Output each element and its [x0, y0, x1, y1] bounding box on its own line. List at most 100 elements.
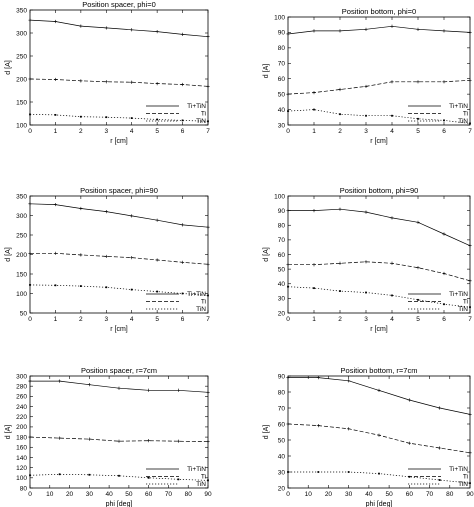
data-point — [390, 80, 394, 84]
y-tick-label: 200 — [16, 424, 27, 431]
data-point — [206, 35, 210, 39]
y-tick-label: 200 — [16, 252, 27, 259]
data-point — [417, 298, 419, 301]
x-tick-label: 0 — [28, 316, 32, 323]
data-point — [390, 216, 394, 220]
data-point — [286, 376, 290, 380]
data-point — [117, 386, 121, 390]
data-point — [286, 422, 290, 426]
x-tick-label: 2 — [79, 316, 83, 323]
data-point — [469, 306, 471, 309]
x-tick-label: 6 — [181, 128, 185, 135]
x-tick-label: 6 — [442, 128, 446, 135]
y-tick-label: 40 — [278, 453, 286, 460]
y-tick-label: 250 — [16, 53, 27, 60]
y-tick-label: 260 — [16, 394, 27, 401]
data-point — [87, 383, 91, 387]
y-tick-label: 240 — [16, 404, 27, 411]
x-tick-label: 80 — [446, 491, 454, 498]
x-axis-label: r [cm] — [370, 326, 388, 333]
data-point — [364, 84, 368, 89]
x-tick-label: 3 — [364, 316, 368, 323]
x-tick-label: 4 — [390, 316, 394, 323]
y-tick-label: 200 — [16, 76, 27, 83]
data-point — [29, 474, 31, 477]
y-tick-label: 250 — [16, 232, 27, 239]
data-point — [28, 379, 32, 383]
chart-panel-5: 0 10 20 30 40 50 60 70 80 90 80 100 120 140 160 180 200 2… — [5, 366, 212, 507]
data-point — [147, 439, 151, 443]
data-point — [442, 80, 446, 84]
data-point — [104, 210, 108, 214]
y-tick-label: 60 — [278, 76, 286, 83]
y-tick-label: 180 — [16, 434, 27, 441]
y-tick-label: 220 — [16, 414, 27, 421]
legend-label: Ti — [201, 299, 206, 306]
y-tick-label: 350 — [16, 193, 27, 200]
chart-title: Position spacer, phi=90 — [80, 186, 158, 195]
y-tick-label: 70 — [278, 61, 286, 68]
x-tick-label: 30 — [345, 491, 353, 498]
chart-panel-3: 0 1 2 3 4 5 6 7 50 100 150 200 250 300 350 Position spa… — [5, 186, 210, 333]
data-point — [416, 27, 420, 31]
data-point — [468, 412, 472, 416]
data-point — [79, 24, 83, 28]
y-tick-label: 100 — [16, 475, 27, 482]
x-tick-label: 3 — [364, 128, 368, 135]
data-point — [391, 114, 393, 117]
y-axis-label: d [A] — [5, 60, 12, 74]
x-tick-label: 0 — [28, 491, 32, 498]
y-tick-label: 120 — [16, 465, 27, 472]
x-tick-label: 50 — [125, 491, 133, 498]
x-tick-label: 7 — [468, 128, 472, 135]
y-tick-label: 90 — [278, 208, 286, 215]
y-tick-label: 90 — [278, 30, 286, 37]
series-line-ti — [29, 78, 209, 87]
legend-label: Ti+TiN — [449, 103, 468, 110]
series-line-ti — [287, 423, 471, 454]
x-axis-label: phi [deg] — [106, 501, 133, 507]
x-tick-label: 7 — [206, 128, 210, 135]
y-tick-label: 30 — [278, 122, 286, 129]
x-axis-label: phi [deg] — [366, 501, 393, 507]
data-point — [391, 294, 393, 297]
plot-frame — [287, 375, 471, 489]
y-tick-label: 70 — [278, 405, 286, 412]
data-point — [469, 482, 471, 485]
x-tick-label: 5 — [416, 128, 420, 135]
y-tick-label: 20 — [278, 310, 286, 317]
legend-label: Ti — [201, 474, 206, 481]
x-tick-label: 1 — [54, 316, 58, 323]
data-point — [79, 206, 83, 211]
series-line-ti-tin — [29, 203, 209, 228]
data-point — [416, 80, 420, 84]
x-tick-label: 40 — [365, 491, 373, 498]
data-point — [416, 220, 420, 224]
y-tick-label: 50 — [20, 310, 28, 317]
data-point — [206, 262, 210, 266]
x-tick-label: 10 — [305, 491, 313, 498]
x-tick-label: 20 — [325, 491, 333, 498]
data-point — [155, 218, 159, 222]
data-point — [206, 225, 210, 229]
data-point — [312, 209, 316, 213]
data-point — [365, 291, 367, 294]
data-point — [58, 436, 62, 440]
data-point — [117, 439, 121, 443]
chart-title: Position spacer, phi=0 — [82, 0, 156, 9]
y-tick-label: 90 — [278, 373, 286, 380]
data-point — [286, 263, 290, 267]
y-tick-label: 30 — [278, 469, 286, 476]
data-point — [79, 79, 83, 83]
data-point — [177, 478, 180, 481]
data-point — [54, 113, 57, 116]
data-point — [313, 287, 315, 290]
data-point — [87, 437, 91, 441]
x-tick-label: 4 — [130, 128, 134, 135]
x-tick-label: 0 — [286, 491, 290, 498]
y-tick-label: 100 — [16, 291, 27, 298]
data-point — [339, 113, 341, 116]
